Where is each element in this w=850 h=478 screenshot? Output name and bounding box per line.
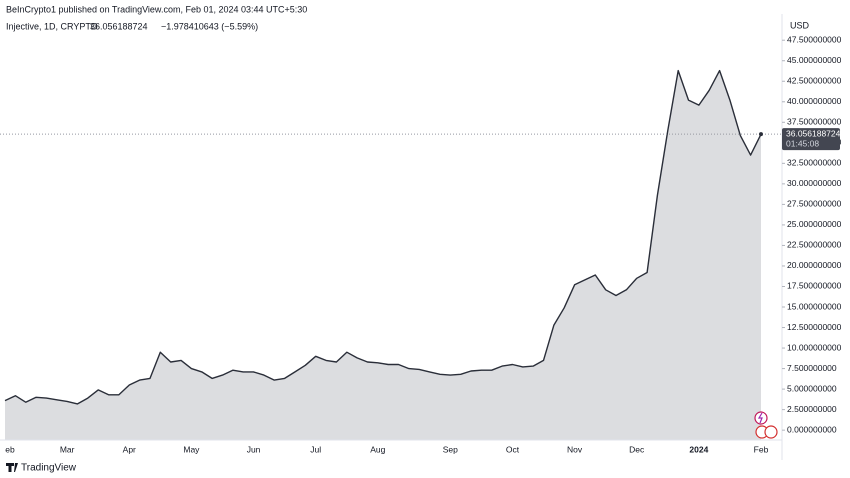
header-price: 36.056188724 [90, 21, 148, 31]
y-tick-label: 42.500000000 [787, 76, 842, 86]
y-tick-label: 40.000000000 [787, 96, 842, 106]
y-tick-label: 17.500000000 [787, 281, 842, 291]
change: −1.978410643 (−5.59%) [161, 21, 258, 31]
y-tick-label: 12.500000000 [787, 322, 842, 332]
y-tick-label: 25.000000000 [787, 219, 842, 229]
price-line [4, 69, 762, 405]
y-tick-label: 5.000000000 [787, 383, 837, 393]
last-point [759, 132, 763, 137]
y-tick-label: 27.500000000 [787, 199, 842, 209]
price-tag-label: 36.056188724 [786, 128, 841, 138]
y-tick-label: 37.500000000 [787, 117, 842, 127]
x-tick-label: Feb [754, 444, 769, 454]
countdown: 01:45:08 [786, 138, 819, 148]
y-tick-label: 45.000000000 [787, 55, 842, 65]
x-tick-label: Jul [310, 444, 321, 454]
y-tick-label: 20.000000000 [787, 260, 842, 270]
x-tick-label: Aug [370, 444, 385, 454]
x-tick-label: May [183, 444, 200, 454]
y-tick-label: 2.500000000 [787, 404, 837, 414]
x-tick-label: Jun [247, 444, 261, 454]
published-note: BeInCrypto1 published on TradingView.com… [6, 4, 307, 14]
x-tick-label: Apr [123, 444, 136, 454]
x-tick-label: eb [5, 444, 15, 454]
y-tick-label: 22.500000000 [787, 240, 842, 250]
x-tick-label: Nov [567, 444, 583, 454]
area-fill [5, 70, 761, 440]
icons [754, 411, 778, 439]
brand: TradingView [21, 463, 77, 474]
y-tick-label: 10.000000000 [787, 342, 842, 352]
currency: USD [790, 20, 810, 30]
brand-logo [6, 463, 18, 472]
price-tag [782, 128, 840, 151]
x-tick-label: Mar [60, 444, 75, 454]
y-tick-label: 0.000000000 [787, 424, 837, 434]
y-tick-label: 15.000000000 [787, 301, 842, 311]
x-tick-label: Dec [629, 444, 645, 454]
y-tick-label: 32.500000000 [787, 158, 842, 168]
y-tick-label: 7.500000000 [787, 363, 837, 373]
symbol: Injective, 1D, CRYPTO [6, 21, 98, 31]
x-tick-label: Oct [506, 444, 520, 454]
x-tick-label: Sep [443, 444, 458, 454]
y-tick-label: 30.000000000 [787, 178, 842, 188]
x-tick-label: 2024 [689, 444, 708, 454]
y-tick-label: 47.500000000 [787, 34, 842, 44]
